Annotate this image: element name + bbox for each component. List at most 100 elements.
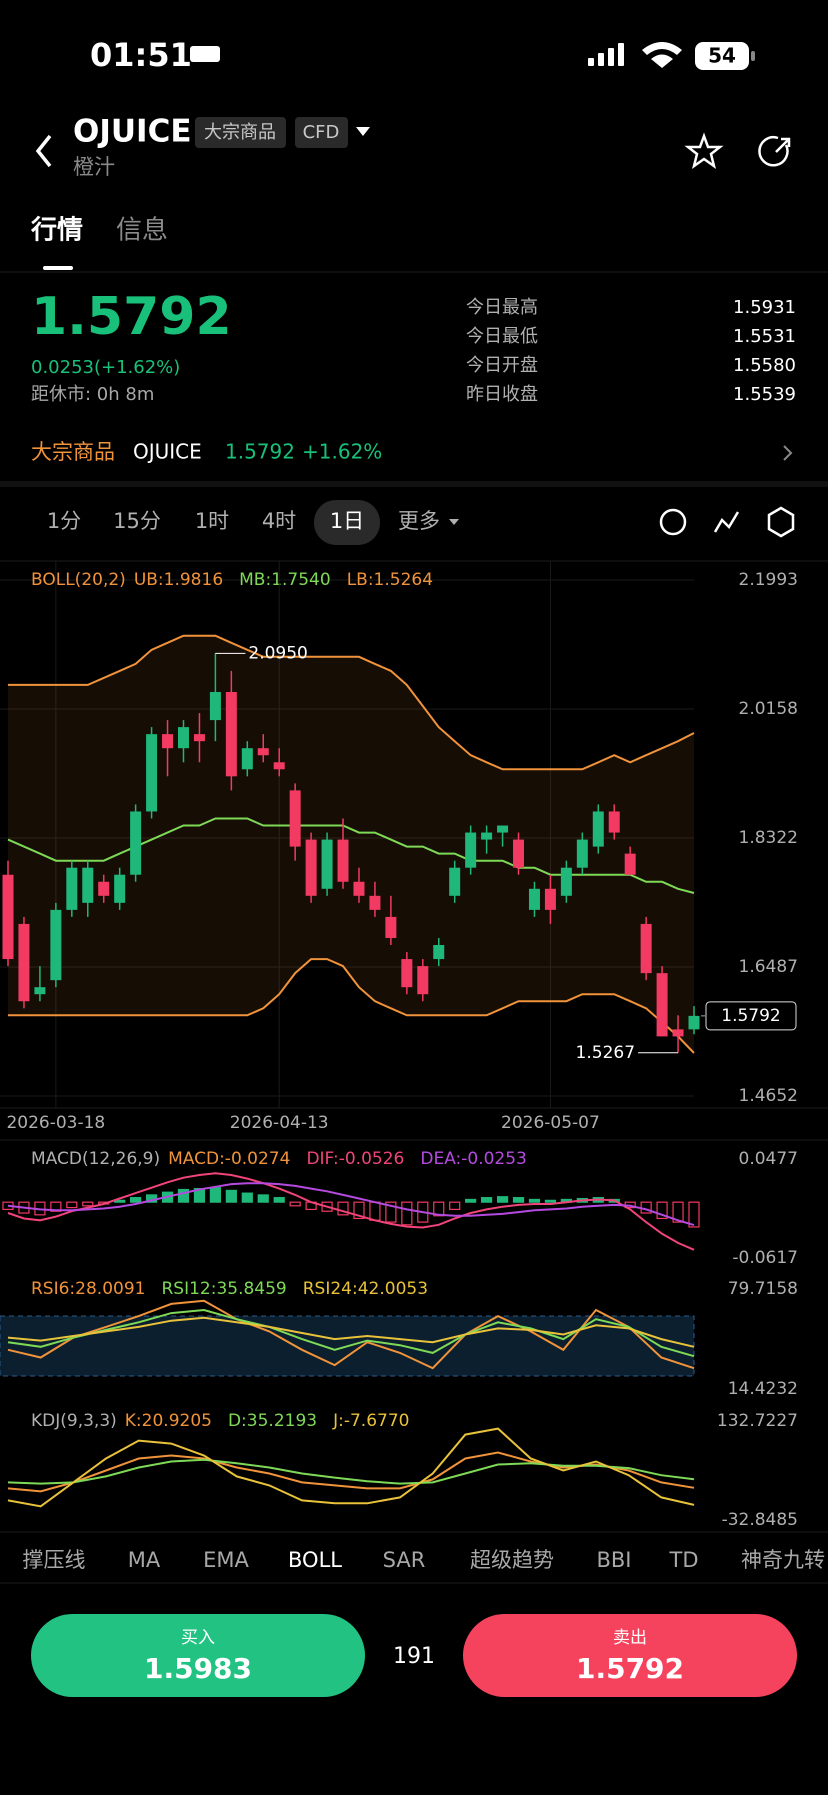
close-timer: 距休市: 0h 8m (31, 384, 154, 405)
y-tick-label: 1.8322 (739, 828, 798, 848)
candle-body (513, 839, 525, 868)
buy-button[interactable] (31, 1614, 365, 1697)
macd-bar (177, 1188, 190, 1203)
y-tick-label: 79.7158 (728, 1279, 798, 1299)
macd-bar (528, 1198, 541, 1203)
period-active (314, 500, 380, 545)
sell-label: 卖出 (613, 1628, 647, 1648)
sell-button[interactable] (463, 1614, 797, 1697)
stat-value: 1.5539 (733, 384, 796, 405)
indicator-tab[interactable]: 超级趋势 (470, 1548, 554, 1572)
period[interactable]: 更多 (398, 509, 440, 533)
indicator-title: KDJ(9,3,3) (31, 1411, 117, 1431)
period[interactable]: 1时 (195, 509, 229, 533)
indicator-tab[interactable]: 神奇九转 (741, 1548, 825, 1572)
macd-bar (465, 1198, 477, 1203)
indicator-tabs: 撑压线 MA EMA BOLL SAR 超级趋势 BBI TD 神奇九转 (23, 1548, 826, 1572)
legend-entry: DEA:-0.0253 (420, 1149, 527, 1169)
candle-body (34, 987, 46, 995)
candle-body (608, 811, 620, 833)
indicator-tab[interactable]: SAR (383, 1548, 426, 1572)
tab[interactable]: 行情 (30, 215, 83, 246)
macd-bar (257, 1194, 269, 1203)
period[interactable]: 1分 (47, 509, 81, 533)
candle-body (560, 867, 572, 896)
candle-body (385, 916, 397, 938)
candle-body (592, 811, 604, 847)
candle-body (497, 825, 509, 833)
y-tick-label: 2.0158 (739, 699, 798, 719)
tab[interactable]: 信息 (116, 216, 168, 246)
candle-body (465, 832, 477, 868)
candle-body (193, 734, 205, 742)
stat-label: 今日最高 (466, 297, 538, 318)
strip-arrow[interactable] (783, 445, 793, 461)
candle-body (353, 881, 365, 896)
buy-price: 1.5983 (144, 1652, 252, 1685)
strip-symbol: OJUICE (133, 440, 202, 464)
candle-body (337, 839, 349, 882)
indicator-tab[interactable]: 撑压线 (23, 1548, 86, 1572)
candle-body (114, 874, 126, 903)
macd-bar (512, 1197, 525, 1203)
back-button[interactable] (35, 134, 52, 168)
indicator-tab[interactable]: BBI (596, 1548, 631, 1572)
settings-button[interactable] (767, 506, 795, 538)
candle-body (688, 1015, 700, 1030)
candle-body (544, 888, 556, 910)
candle-body (146, 734, 158, 812)
x-tick-label: 2026-05-07 (501, 1113, 600, 1133)
y-tick-label: 132.7227 (717, 1411, 798, 1431)
y-tick-label: -0.0617 (732, 1248, 798, 1268)
candle-body (225, 691, 237, 777)
indicator-tab[interactable]: BOLL (288, 1548, 342, 1572)
legend-entry: MB:1.7540 (239, 570, 331, 590)
macd-bar (688, 1201, 700, 1228)
stat-label: 昨日收盘 (466, 384, 538, 405)
macd-bar (130, 1197, 142, 1203)
indicator-line (7, 1427, 695, 1508)
macd-bar (273, 1197, 285, 1203)
macd-bar (66, 1201, 78, 1209)
indicator-tab[interactable]: MA (128, 1548, 161, 1572)
candle-body (209, 691, 221, 721)
candle-body (241, 748, 253, 770)
last-price: 1.5792 (31, 287, 232, 347)
legend-entry: RSI6:28.0091 (31, 1279, 145, 1299)
candle-body (98, 881, 110, 896)
indicator-tab[interactable]: TD (669, 1548, 699, 1572)
legend-entry: MACD:-0.0274 (168, 1149, 290, 1169)
period[interactable]: 4时 (262, 509, 296, 533)
buy-label: 买入 (181, 1628, 215, 1648)
macd-bar (449, 1201, 461, 1211)
price-change: 0.0253(+1.62%) (31, 357, 180, 378)
tag-box (195, 117, 286, 148)
favorite[interactable] (684, 132, 724, 169)
info-button[interactable] (659, 508, 687, 536)
candle-body (433, 945, 445, 960)
candle-body (162, 734, 174, 749)
tag: 大宗商品 (204, 122, 276, 143)
indicator-line (7, 1182, 695, 1227)
indicator-button[interactable] (713, 511, 740, 533)
macd-bar (656, 1201, 668, 1220)
y-tick-label: 14.4232 (728, 1379, 798, 1399)
legend-entry: UB:1.9816 (134, 570, 223, 590)
candle-body (50, 909, 62, 981)
share[interactable] (758, 136, 791, 167)
stat-label: 今日最低 (466, 326, 538, 347)
period[interactable]: 1日 (330, 509, 364, 533)
strip-price: 1.5792 (225, 440, 295, 464)
more-arrow (449, 519, 459, 525)
candle-body (417, 966, 429, 995)
candle-body (481, 832, 493, 840)
legend-entry: LB:1.5264 (347, 570, 433, 590)
indicator-tab[interactable]: EMA (203, 1548, 249, 1572)
status-icons (190, 42, 755, 70)
indicator-line (7, 817, 695, 894)
period[interactable]: 15分 (113, 509, 161, 533)
tag: CFD (303, 122, 340, 143)
tab-indicator (43, 266, 73, 270)
dropdown[interactable] (356, 127, 370, 136)
